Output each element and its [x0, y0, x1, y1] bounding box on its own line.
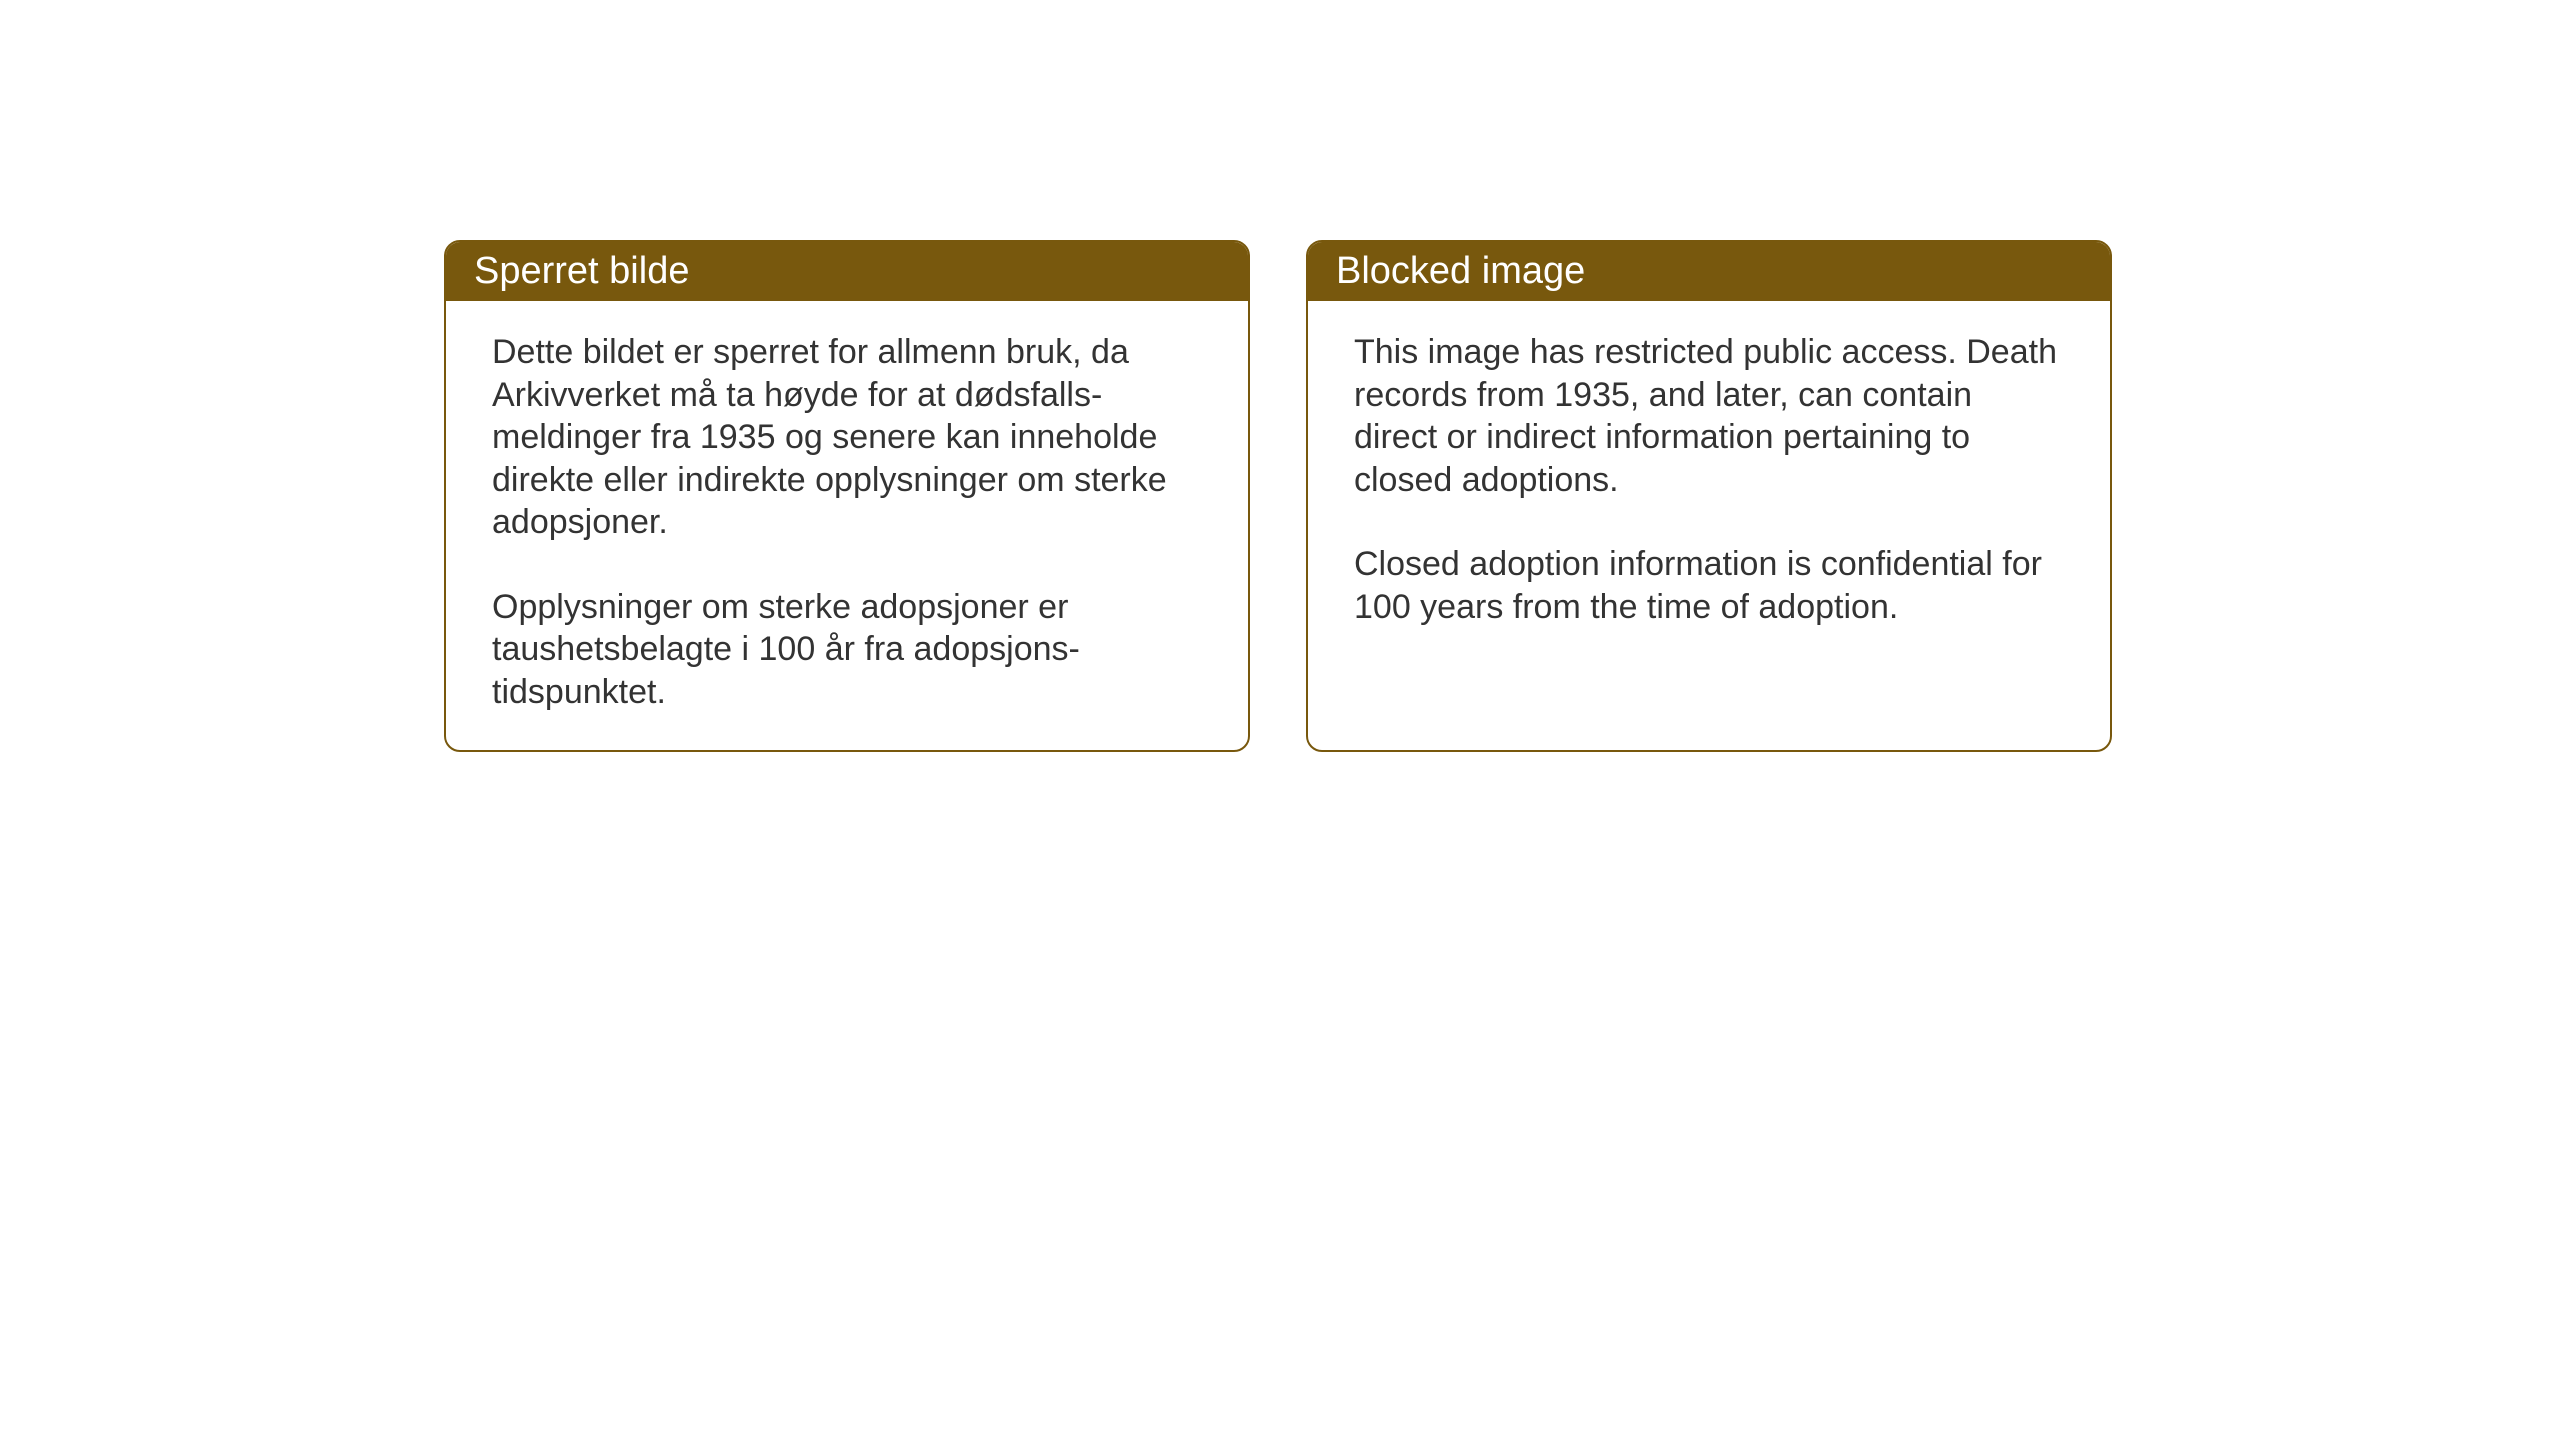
card-norwegian: Sperret bilde Dette bildet er sperret fo… — [444, 240, 1250, 752]
card-header-norwegian: Sperret bilde — [446, 242, 1248, 301]
card-body-english: This image has restricted public access.… — [1308, 301, 2110, 658]
card-header-english: Blocked image — [1308, 242, 2110, 301]
card-paragraph-norwegian-2: Opplysninger om sterke adopsjoner er tau… — [492, 586, 1202, 714]
card-title-english: Blocked image — [1336, 250, 1585, 292]
card-title-norwegian: Sperret bilde — [474, 250, 689, 292]
card-paragraph-english-1: This image has restricted public access.… — [1354, 331, 2064, 501]
card-paragraph-english-2: Closed adoption information is confident… — [1354, 543, 2064, 628]
card-body-norwegian: Dette bildet er sperret for allmenn bruk… — [446, 301, 1248, 743]
cards-container: Sperret bilde Dette bildet er sperret fo… — [444, 240, 2112, 752]
card-english: Blocked image This image has restricted … — [1306, 240, 2112, 752]
card-paragraph-norwegian-1: Dette bildet er sperret for allmenn bruk… — [492, 331, 1202, 544]
